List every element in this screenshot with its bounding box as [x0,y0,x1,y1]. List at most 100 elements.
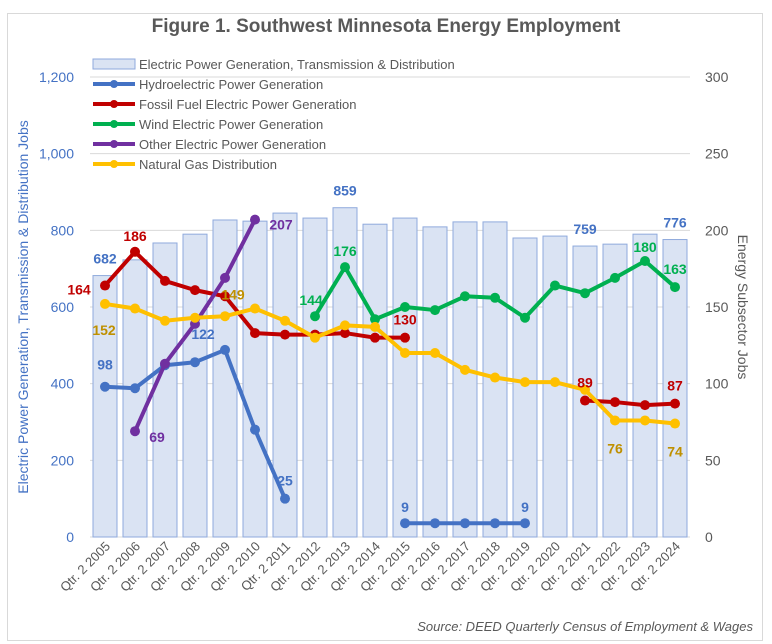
data-point [130,303,140,314]
data-point [280,315,290,326]
legend-label: Hydroelectric Power Generation [139,77,323,92]
data-point [490,518,500,529]
data-point [520,518,530,529]
line-data-label: 164 [67,282,91,298]
bar [302,217,328,538]
right-axis-tick-label: 50 [705,452,721,468]
bar [122,259,148,538]
legend-label: Electric Power Generation, Transmission … [139,57,455,72]
bar [632,233,658,538]
data-point [340,328,350,339]
data-point [100,381,110,392]
data-point [610,415,620,426]
data-point [190,285,200,296]
line-data-label: 25 [277,473,293,489]
source-note: Source: DEED Quarterly Census of Employm… [417,619,753,634]
left-axis-tick-label: 1,000 [39,146,74,162]
legend-swatch-marker [110,80,118,88]
data-point [220,344,230,355]
data-point [580,288,590,299]
right-axis-tick-label: 250 [705,146,729,162]
series-line [104,301,676,426]
bar-data-label: 859 [333,183,357,199]
data-point [340,320,350,331]
data-point [550,377,560,388]
data-point [640,400,650,411]
line-data-label: 76 [607,440,623,456]
line-data-label: 163 [663,261,687,277]
legend-swatch-bar [92,58,136,70]
data-point [580,384,590,395]
legend-label: Other Electric Power Generation [139,137,326,152]
data-point [130,383,140,394]
data-point [460,364,470,375]
data-point [400,518,410,529]
bar [242,220,268,538]
data-point [130,246,140,257]
data-point [400,302,410,312]
right-axis-ticks: 0 50 100 150 200 250 300 [705,69,729,545]
data-point [130,426,140,437]
line-data-label: 207 [269,217,293,233]
left-axis-tick-label: 0 [66,529,74,545]
data-point [580,395,590,406]
legend-swatch-marker [110,100,118,108]
line-data-label: 87 [667,378,683,394]
line-data-label: 98 [97,357,113,373]
data-point [370,332,380,343]
bar [512,237,538,538]
data-point [400,332,410,343]
legend: Electric Power Generation, Transmission … [92,57,455,172]
line-data-label: 89 [577,375,593,391]
bar-data-label: 776 [663,215,687,231]
line-data-label: 9 [401,499,409,515]
data-point [310,332,320,343]
bar-data-label: 682 [93,251,117,267]
line-data-label: 149 [221,287,245,303]
data-labels: 682 859 759 776 98 122 25 9 9 164 186 130 89 87 144 176… [67,183,687,515]
bar [362,223,388,538]
data-point [610,397,620,408]
left-axis-tick-label: 800 [51,222,75,238]
legend-label: Fossil Fuel Electric Power Generation [139,97,356,112]
data-point [310,311,320,322]
data-point [160,358,170,369]
data-point [220,291,230,302]
data-point [250,303,260,314]
bar [422,226,448,538]
line-data-label: 152 [92,322,116,338]
data-point [670,418,680,429]
right-axis-title: Energy Subsector Jobs [735,235,751,380]
line-data-label: 74 [667,444,683,460]
line-data-label: 180 [633,239,657,255]
bar [332,207,358,538]
left-axis-tick-label: 600 [51,299,75,315]
data-point [490,372,500,383]
data-point [250,424,260,435]
data-point [520,312,530,323]
data-point [610,272,620,283]
data-point [220,272,230,283]
data-point [190,357,200,368]
data-point [220,311,230,322]
data-point [490,292,500,303]
left-axis-tick-label: 1,200 [39,69,74,85]
left-axis-title: Electric Power Generation, Transmission … [15,120,31,493]
bar [182,233,208,538]
data-point [280,329,290,340]
data-point [370,321,380,332]
data-point [550,280,560,291]
data-point [100,280,110,291]
data-point [340,262,350,273]
series-line [584,398,676,408]
data-point [670,282,680,293]
bar [602,243,628,538]
data-point [520,377,530,388]
bar [662,239,688,538]
legend-label: Wind Electric Power Generation [139,117,323,132]
legend-swatch-marker [110,120,118,128]
line-data-label: 176 [333,243,357,259]
bar [152,242,178,538]
